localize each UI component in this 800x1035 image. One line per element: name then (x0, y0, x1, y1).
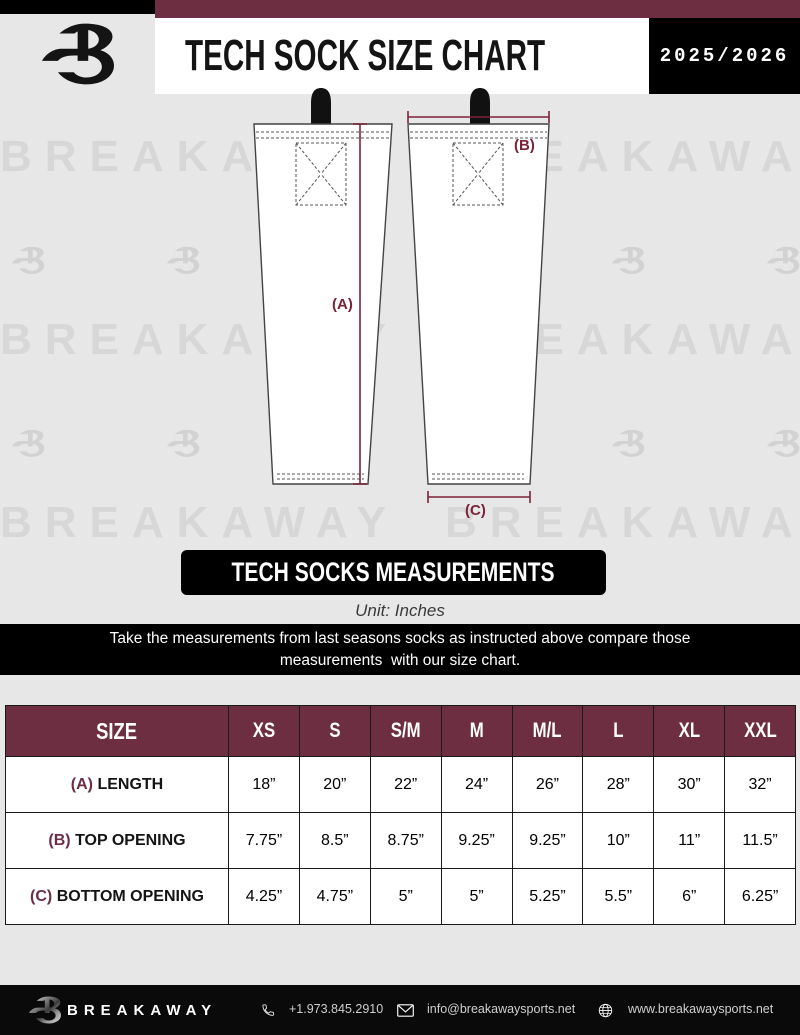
svg-text:(C): (C) (465, 502, 486, 519)
svg-text:(A): (A) (332, 296, 353, 313)
svg-text:(B): (B) (514, 137, 535, 154)
